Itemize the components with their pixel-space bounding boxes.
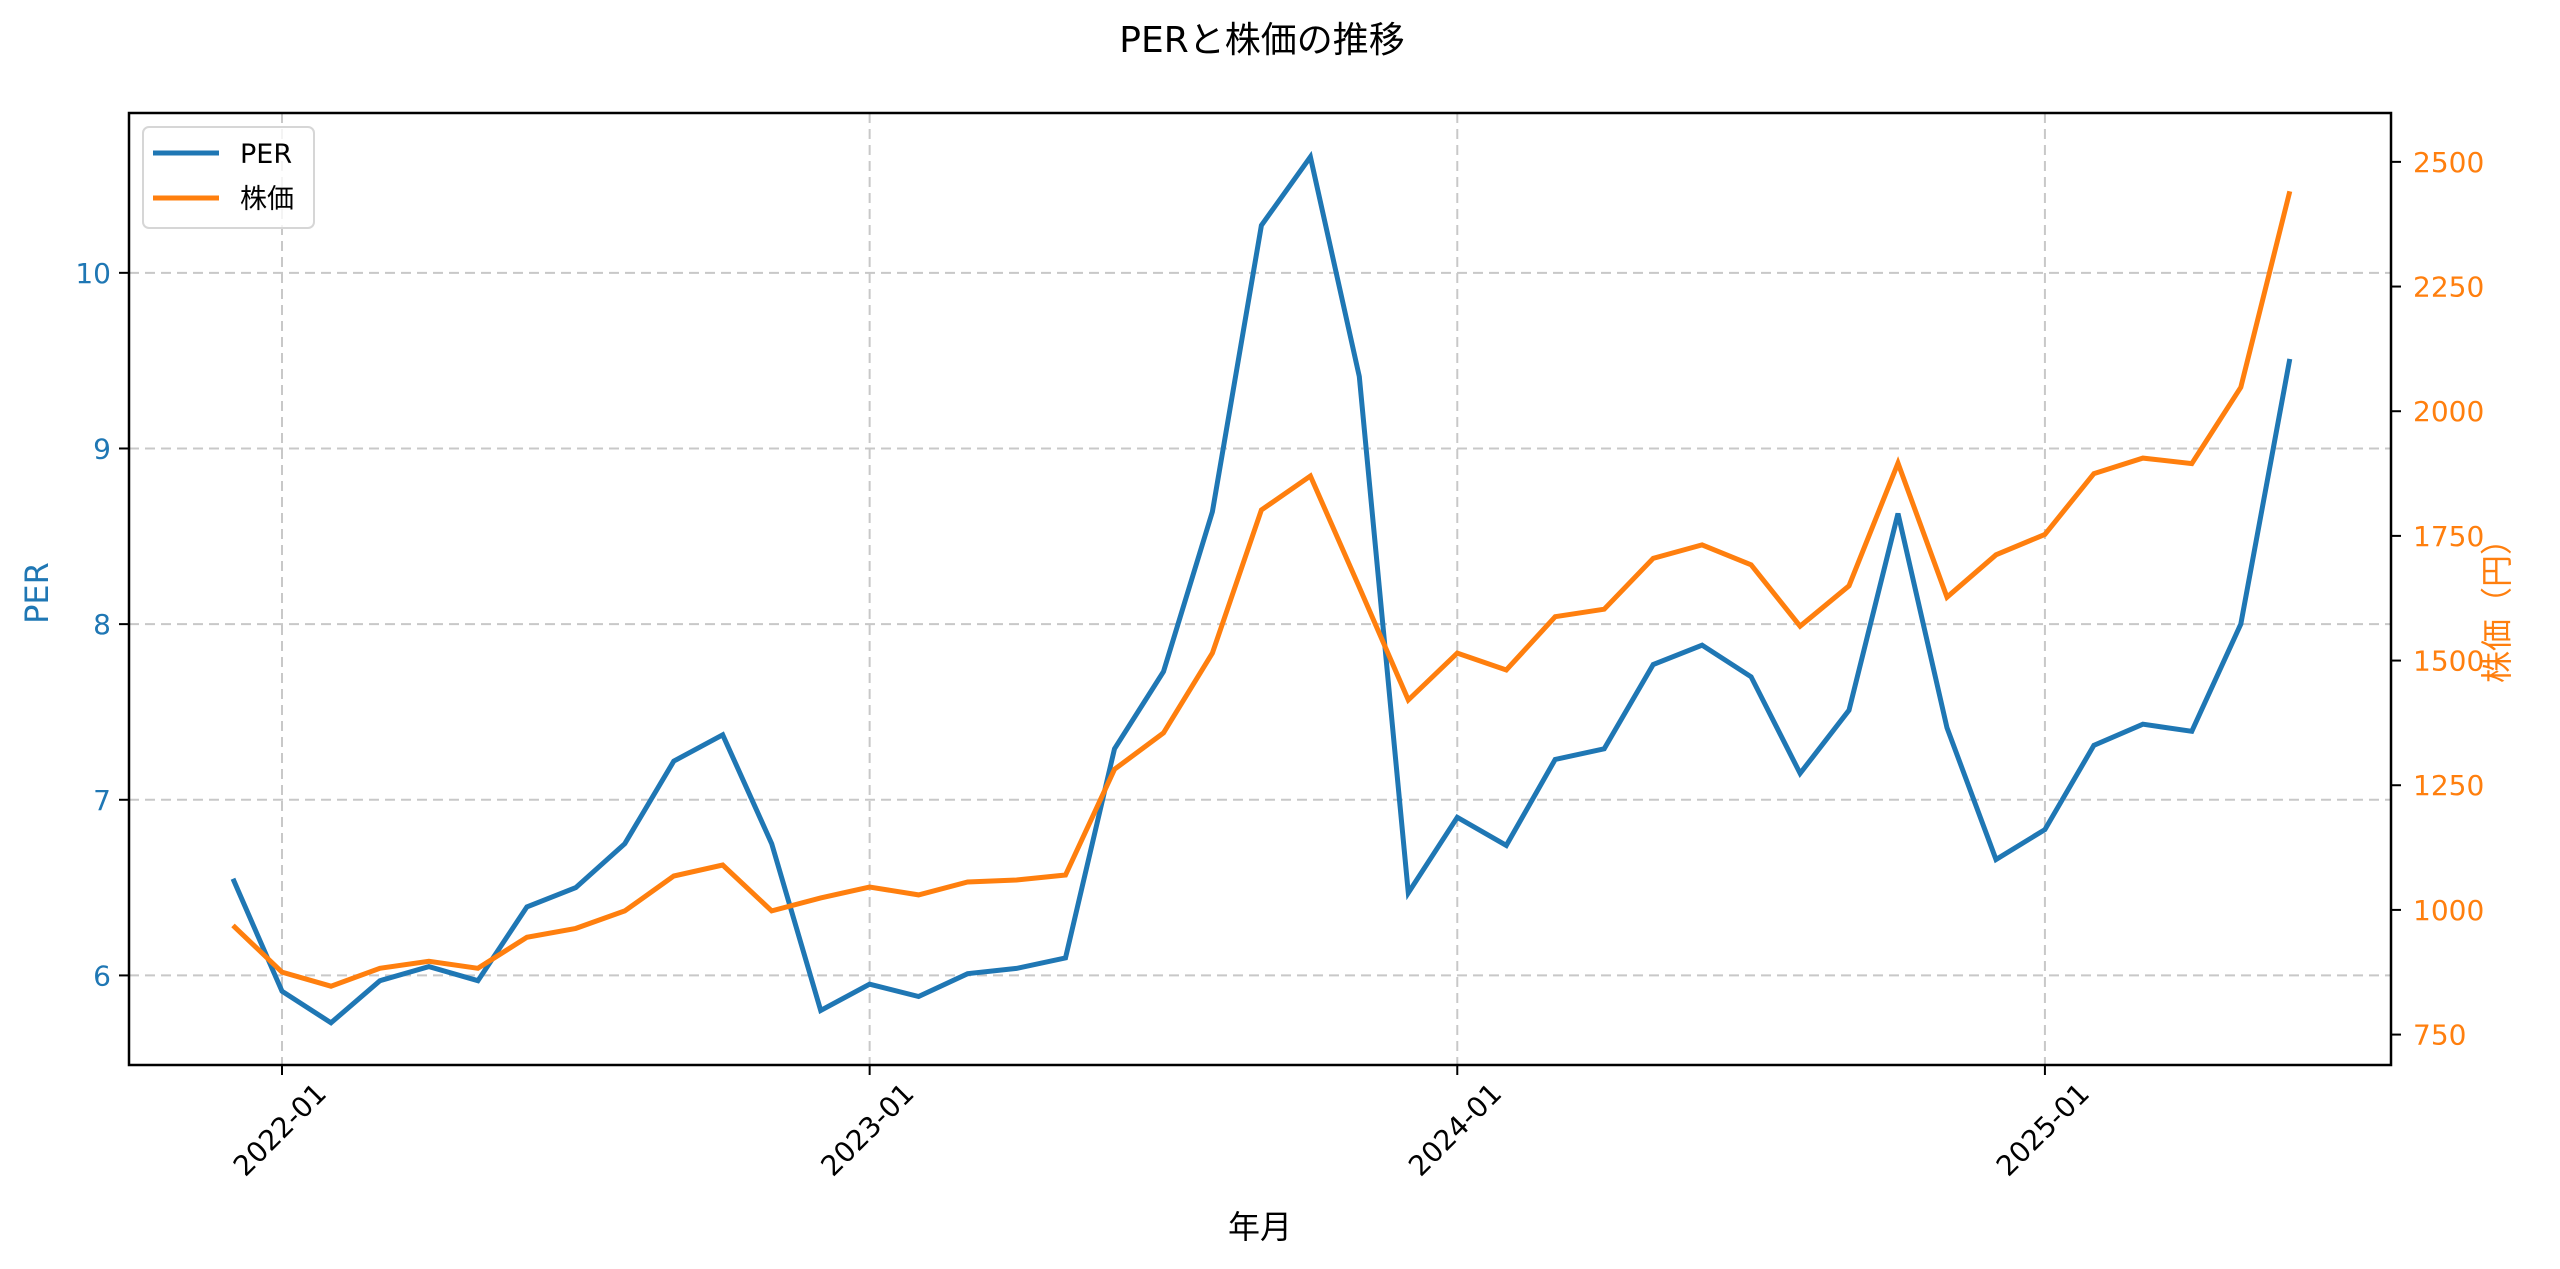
y-tick-label-right: 1500 [2413,645,2484,678]
x-axis-label: 年月 [1228,1208,1292,1246]
plot-frame [127,111,2393,1067]
left-axis-ticks: 6 7 8 9 10 [75,257,129,992]
y-tick-label-right: 1750 [2413,520,2484,553]
y-axis-label-right: 株価（円） [2478,523,2516,683]
y-tick-label-left: 7 [93,784,111,817]
x-tick-label: 2024-01 [1402,1077,1508,1183]
grid-lines [129,113,2391,1065]
y-tick-label-left: 9 [93,432,111,465]
y-tick-label-right: 2250 [2413,271,2484,304]
y-axis-label-left: PER [18,562,56,624]
chart-title: PERと株価の推移 [1119,20,1404,61]
legend-label-price: 株価 [240,184,294,215]
legend-label-per: PER [240,139,292,170]
y-tick-label-right: 750 [2413,1019,2466,1052]
legend: PER 株価 [142,126,315,229]
x-tick-label: 2023-01 [815,1077,921,1183]
y-tick-label-right: 2500 [2413,146,2484,179]
series-line-per [230,150,2293,1026]
y-tick-label-left: 8 [93,608,111,641]
x-axis-ticks: 2022-01 2023-01 2024-01 2025-01 [227,1065,2096,1183]
right-axis-ticks: 750 1000 1250 1500 1750 2000 2250 2500 [2391,146,2484,1052]
x-tick-label: 2025-01 [1990,1077,2096,1183]
y-tick-label-right: 1000 [2413,894,2484,927]
y-tick-label-right: 1250 [2413,769,2484,802]
series-line-price [231,190,2293,989]
y-tick-label-left: 6 [93,959,111,992]
y-tick-label-right: 2000 [2413,395,2484,428]
plot-area [230,150,2293,1026]
y-tick-label-left: 10 [75,257,111,290]
x-tick-label: 2022-01 [227,1077,333,1183]
